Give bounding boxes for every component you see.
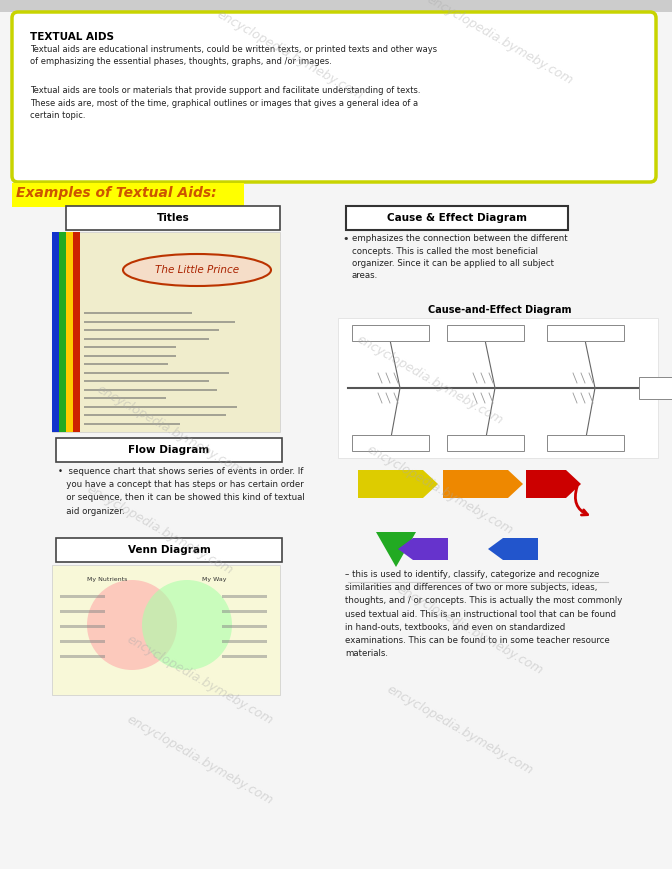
- Bar: [84, 406, 237, 408]
- Text: The Little Prince: The Little Prince: [155, 265, 239, 275]
- Bar: [338, 318, 658, 458]
- Text: My Nutrients: My Nutrients: [87, 577, 127, 582]
- Bar: [84, 372, 229, 374]
- Text: •  sequence chart that shows series of events in order. If
   you have a concept: • sequence chart that shows series of ev…: [58, 467, 304, 515]
- FancyArrow shape: [398, 538, 448, 560]
- FancyBboxPatch shape: [56, 538, 282, 562]
- Bar: [84, 380, 209, 382]
- Text: emphasizes the connection between the different
concepts. This is called the mos: emphasizes the connection between the di…: [352, 234, 568, 281]
- FancyBboxPatch shape: [352, 435, 429, 451]
- FancyBboxPatch shape: [547, 325, 624, 341]
- FancyBboxPatch shape: [56, 438, 282, 462]
- Text: encyclopedia.bymeby.com: encyclopedia.bymeby.com: [214, 8, 366, 103]
- Bar: [52, 232, 280, 432]
- Bar: [84, 363, 169, 365]
- Bar: [222, 640, 267, 642]
- Text: encyclopedia.bymeby.com: encyclopedia.bymeby.com: [394, 583, 546, 677]
- FancyBboxPatch shape: [639, 377, 672, 399]
- FancyBboxPatch shape: [12, 183, 244, 207]
- Bar: [84, 321, 235, 322]
- FancyBboxPatch shape: [352, 325, 429, 341]
- FancyArrow shape: [526, 470, 581, 498]
- Text: encyclopedia.bymeby.com: encyclopedia.bymeby.com: [384, 683, 536, 777]
- Bar: [222, 610, 267, 613]
- Bar: [73, 232, 80, 432]
- Text: encyclopedia.bymeby.com: encyclopedia.bymeby.com: [124, 633, 276, 727]
- Bar: [84, 422, 180, 425]
- FancyBboxPatch shape: [346, 206, 568, 230]
- Text: Textual aids are tools or materials that provide support and facilitate understa: Textual aids are tools or materials that…: [30, 86, 421, 120]
- Text: encyclopedia.bymeby.com: encyclopedia.bymeby.com: [95, 382, 245, 477]
- Bar: [84, 397, 165, 399]
- Bar: [60, 595, 105, 598]
- Text: encyclopedia.bymeby.com: encyclopedia.bymeby.com: [85, 483, 235, 577]
- Text: Titles: Titles: [157, 213, 190, 223]
- FancyBboxPatch shape: [447, 325, 524, 341]
- Circle shape: [142, 580, 232, 670]
- Text: Cause & Effect Diagram: Cause & Effect Diagram: [387, 213, 527, 223]
- Text: encyclopedia.bymeby.com: encyclopedia.bymeby.com: [365, 442, 515, 537]
- Text: Flow Diagram: Flow Diagram: [128, 445, 210, 455]
- Polygon shape: [376, 532, 416, 567]
- Bar: [84, 355, 175, 356]
- Ellipse shape: [123, 254, 271, 286]
- Bar: [0, 0, 672, 12]
- Text: encyclopedia.bymeby.com: encyclopedia.bymeby.com: [124, 713, 276, 807]
- Bar: [60, 610, 105, 613]
- FancyArrow shape: [488, 538, 538, 560]
- Text: Venn Diagram: Venn Diagram: [128, 545, 210, 555]
- Bar: [84, 312, 192, 315]
- FancyBboxPatch shape: [547, 435, 624, 451]
- Text: Textual aids are educational instruments, could be written texts, or printed tex: Textual aids are educational instruments…: [30, 45, 437, 67]
- Text: – this is used to identify, classify, categorize and recognize
similarities and : – this is used to identify, classify, ca…: [345, 570, 622, 658]
- Bar: [222, 655, 267, 658]
- FancyBboxPatch shape: [66, 206, 280, 230]
- Bar: [222, 595, 267, 598]
- Text: •: •: [342, 234, 349, 244]
- FancyArrow shape: [443, 470, 523, 498]
- Text: Examples of Textual Aids:: Examples of Textual Aids:: [16, 186, 216, 200]
- Text: My Way: My Way: [202, 577, 226, 582]
- Bar: [84, 388, 217, 391]
- Text: encyclopedia.bymeby.com: encyclopedia.bymeby.com: [355, 333, 505, 428]
- FancyArrow shape: [358, 470, 438, 498]
- Bar: [84, 346, 175, 348]
- Bar: [60, 640, 105, 642]
- Text: Cause-and-Effect Diagram: Cause-and-Effect Diagram: [428, 305, 572, 315]
- Bar: [84, 337, 209, 340]
- Text: TEXTUAL AIDS: TEXTUAL AIDS: [30, 32, 114, 42]
- Bar: [84, 329, 219, 331]
- Bar: [59, 232, 66, 432]
- Bar: [84, 414, 226, 416]
- Bar: [52, 565, 280, 695]
- Bar: [222, 625, 267, 627]
- Text: encyclopedia.bymeby.com: encyclopedia.bymeby.com: [425, 0, 575, 87]
- Circle shape: [87, 580, 177, 670]
- Bar: [66, 232, 73, 432]
- Bar: [60, 655, 105, 658]
- Bar: [52, 232, 59, 432]
- FancyBboxPatch shape: [447, 435, 524, 451]
- FancyBboxPatch shape: [12, 12, 656, 182]
- Bar: [60, 625, 105, 627]
